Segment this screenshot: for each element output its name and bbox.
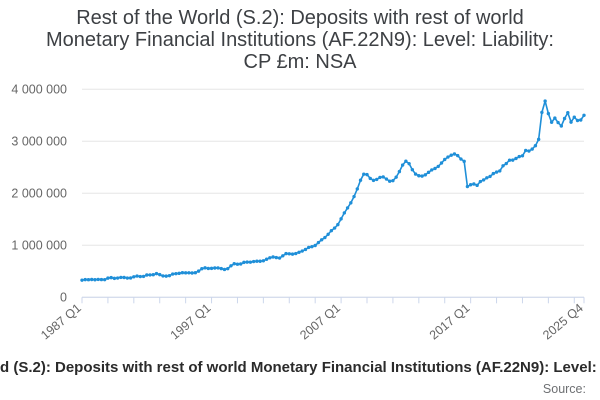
svg-text:3 000 000: 3 000 000 <box>11 134 67 148</box>
svg-text:4 000 000: 4 000 000 <box>11 82 67 96</box>
svg-text:2025 Q4: 2025 Q4 <box>540 301 586 343</box>
svg-text:1987 Q1: 1987 Q1 <box>38 301 84 343</box>
svg-text:2017 Q1: 2017 Q1 <box>427 301 473 343</box>
svg-text:2007 Q1: 2007 Q1 <box>297 301 343 343</box>
svg-text:1 000 000: 1 000 000 <box>11 238 67 252</box>
svg-text:1997 Q1: 1997 Q1 <box>168 301 214 343</box>
svg-text:0: 0 <box>60 290 67 304</box>
svg-text:2 000 000: 2 000 000 <box>11 186 67 200</box>
